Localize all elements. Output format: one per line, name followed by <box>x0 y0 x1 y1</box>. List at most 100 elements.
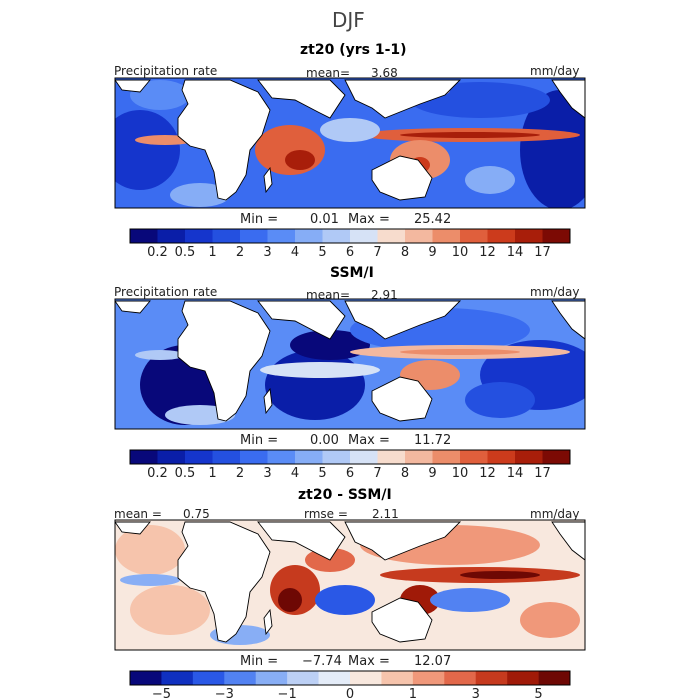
colorbar-tick-label: 3 <box>472 687 480 700</box>
colorbar-segment <box>542 229 571 243</box>
panel-1-map <box>115 78 585 208</box>
colorbar-segment <box>487 229 516 243</box>
colorbar-segment <box>350 671 382 685</box>
colorbar-segment <box>377 229 406 243</box>
colorbar-segment <box>405 450 433 464</box>
panel-1-colorbar: 0.2 0.5 1 2 3 4 5 6 7 8 9 10 12 14 17 <box>129 228 571 260</box>
colorbar-segment <box>185 450 213 464</box>
panel-3-mean-value: 0.75 <box>183 507 210 521</box>
colorbar-tick-label: 3 <box>263 466 271 481</box>
colorbar-segment <box>161 671 194 685</box>
colorbar-segment <box>460 229 488 243</box>
colorbar-segment <box>267 450 296 464</box>
colorbar-tick-label: 17 <box>534 245 551 260</box>
panel-2-variable: Precipitation rate <box>114 285 218 299</box>
panel-2-max-label: Max = <box>348 433 390 448</box>
colorbar-segment <box>267 229 296 243</box>
colorbar-segment <box>130 671 162 685</box>
colorbar-tick-label: 7 <box>373 466 381 481</box>
colorbar-segment <box>542 450 571 464</box>
colorbar-segment <box>460 450 488 464</box>
colorbar-tick-label: 2 <box>236 245 244 260</box>
colorbar-tick-label: 8 <box>401 466 409 481</box>
colorbar-tick-label: 8 <box>401 245 409 260</box>
panel-2-min-label: Min = <box>240 433 279 448</box>
panel-2-frame <box>114 298 586 430</box>
colorbar-tick-label: 4 <box>291 245 299 260</box>
colorbar-segment <box>487 450 516 464</box>
colorbar-segment <box>381 671 414 685</box>
colorbar-tick-label: 6 <box>346 466 354 481</box>
colorbar-segment <box>157 229 186 243</box>
colorbar-segment <box>515 229 543 243</box>
panel-1-title: zt20 (yrs 1-1) <box>300 42 407 58</box>
colorbar-tick-label: 9 <box>428 466 436 481</box>
panel-3-frame <box>114 519 586 651</box>
colorbar-tick-label: 3 <box>263 245 271 260</box>
panel-3-continents <box>115 521 585 643</box>
colorbar-segment <box>130 450 158 464</box>
panel-3-title: zt20 - SSM/I <box>298 487 392 503</box>
panel-3-min-value: −7.74 <box>302 654 342 669</box>
panel-3-colorbar: −5 −3 −1 0 1 3 5 <box>129 670 571 700</box>
colorbar-tick-label: 9 <box>428 245 436 260</box>
colorbar-segment <box>507 671 539 685</box>
panel-1-min-label: Min = <box>240 212 279 227</box>
panel-3-rmse-label: rmse = <box>304 507 348 521</box>
colorbar-tick-label: −3 <box>215 687 234 700</box>
colorbar-tick-label: 12 <box>479 245 496 260</box>
panel-3-min-label: Min = <box>240 654 279 669</box>
colorbar-tick-label: 4 <box>291 466 299 481</box>
panel-3-units: mm/day <box>530 507 580 521</box>
colorbar-segment <box>322 450 351 464</box>
colorbar-tick-label: 14 <box>507 245 524 260</box>
colorbar-tick-label: 10 <box>452 466 469 481</box>
panel-1-units: mm/day <box>530 64 580 78</box>
panel-1-variable: Precipitation rate <box>114 64 218 78</box>
colorbar-segment <box>432 450 461 464</box>
colorbar-tick-label: 0.5 <box>175 466 196 481</box>
panel-2-colorbar: 0.2 0.5 1 2 3 4 5 6 7 8 9 10 12 14 17 <box>129 449 571 481</box>
panel-3-rmse-value: 2.11 <box>372 507 399 521</box>
colorbar-frame <box>129 228 571 244</box>
colorbar-segment <box>444 671 477 685</box>
colorbar-tick-label: 1 <box>409 687 417 700</box>
colorbar-tick-label: 0.2 <box>147 466 168 481</box>
page-title: DJF <box>332 8 365 32</box>
colorbar-segment <box>475 671 508 685</box>
panel-1-frame <box>114 77 586 209</box>
panel-2-title: SSM/I <box>330 265 374 281</box>
colorbar-segment <box>432 229 461 243</box>
panel-1-min-value: 0.01 <box>310 212 339 227</box>
colorbar-segment <box>538 671 571 685</box>
colorbar-segment <box>240 229 268 243</box>
colorbar-segment <box>350 229 378 243</box>
colorbar-tick-label: 12 <box>479 466 496 481</box>
colorbar-segment <box>350 450 378 464</box>
panel-3-mean-label: mean = <box>114 507 162 521</box>
colorbar-segment <box>255 671 288 685</box>
panel-3-max-label: Max = <box>348 654 390 669</box>
panel-1-mean-label: mean= <box>306 66 351 80</box>
colorbar-segment <box>322 229 351 243</box>
colorbar-tick-label: 5 <box>534 687 542 700</box>
colorbar-tick-label: 10 <box>452 245 469 260</box>
panel-1-mean-value: 3.68 <box>371 66 398 80</box>
panel-1-max-value: 25.42 <box>414 212 452 227</box>
colorbar-segment <box>515 450 543 464</box>
colorbar-tick-label: 6 <box>346 245 354 260</box>
colorbar-tick-label: 5 <box>318 466 326 481</box>
colorbar-tick-label: 0.2 <box>147 245 168 260</box>
colorbar-tick-label: −1 <box>278 687 297 700</box>
colorbar-segment <box>412 671 445 685</box>
colorbar-frame <box>129 449 571 465</box>
colorbar-segment <box>405 229 433 243</box>
colorbar-tick-label: 7 <box>373 245 381 260</box>
colorbar-tick-label: 0 <box>346 687 354 700</box>
colorbar-segment <box>212 450 241 464</box>
colorbar-segment <box>240 450 268 464</box>
colorbar-segment <box>318 671 351 685</box>
colorbar-tick-label: 1 <box>208 245 216 260</box>
panel-1-max-label: Max = <box>348 212 390 227</box>
